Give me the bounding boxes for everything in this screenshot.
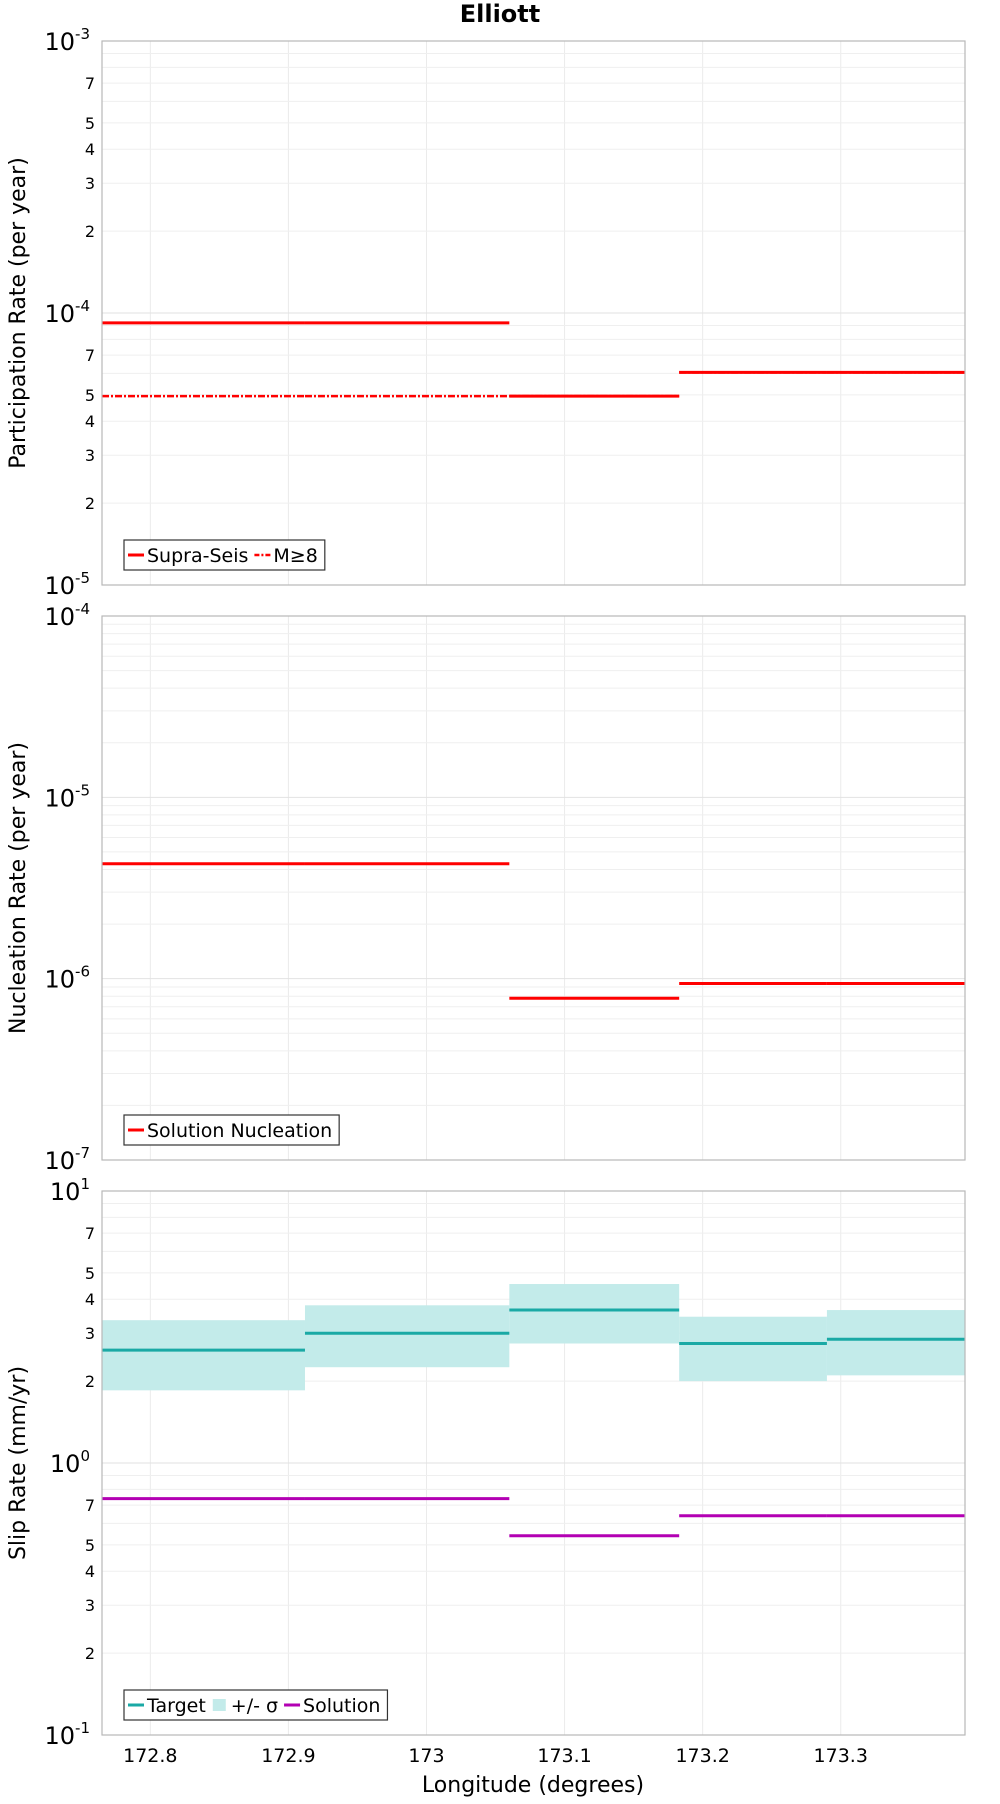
y-tick-exponent: 0: [80, 1447, 90, 1465]
y-tick-label-major: 10-4: [44, 297, 90, 328]
y-tick-label-major: 10-5: [44, 569, 90, 600]
y-tick-base: 10: [44, 1147, 75, 1175]
y-tick-label-major: 10-3: [44, 25, 90, 56]
y-tick-label-major: 10-5: [44, 781, 90, 812]
y-tick-label-minor: 5: [85, 1536, 95, 1555]
y-tick-exponent: -4: [75, 600, 90, 618]
x-tick-label: 172.8: [123, 1745, 177, 1767]
x-tick-label: 173.3: [814, 1745, 868, 1767]
y-tick-base: 10: [44, 1722, 75, 1750]
sigma-band-segment: [826, 1310, 965, 1376]
y-tick-label-minor: 7: [85, 346, 95, 365]
y-tick-label-minor: 7: [85, 1224, 95, 1243]
x-tick-label: 172.9: [261, 1745, 315, 1767]
y-tick-base: 10: [44, 572, 75, 600]
y-axis-label: Nucleation Rate (per year): [6, 742, 31, 1034]
plot-frame: [101, 40, 966, 586]
legend-swatch: [212, 1699, 226, 1711]
y-tick-label-minor: 2: [85, 1372, 95, 1391]
y-tick-label-minor: 3: [85, 446, 95, 465]
plot-frame: [101, 615, 966, 1161]
y-tick-label-minor: 4: [85, 1562, 95, 1581]
y-tick-label-minor: 5: [85, 386, 95, 405]
y-tick-base: 10: [44, 28, 75, 56]
legend-item-label: +/- σ: [231, 1695, 278, 1717]
y-tick-exponent: -5: [75, 569, 90, 587]
y-tick-base: 10: [44, 784, 75, 812]
y-tick-label-minor: 2: [85, 1644, 95, 1663]
y-tick-label-minor: 3: [85, 1324, 95, 1343]
x-tick-label: 173: [408, 1745, 444, 1767]
y-tick-label-minor: 4: [85, 412, 95, 431]
y-tick-label-minor: 2: [85, 494, 95, 513]
x-tick-label: 173.2: [675, 1745, 729, 1767]
y-axis-label: Slip Rate (mm/yr): [6, 1366, 31, 1560]
y-tick-label-major: 10-1: [44, 1719, 90, 1750]
y-tick-exponent: -3: [75, 25, 90, 43]
y-tick-label-minor: 3: [85, 174, 95, 193]
y-tick-exponent: -6: [75, 963, 90, 981]
y-tick-label-minor: 2: [85, 222, 95, 241]
legend-item-label: Solution Nucleation: [147, 1120, 332, 1142]
y-tick-label-minor: 7: [85, 1496, 95, 1515]
sigma-band-segment: [102, 1320, 305, 1391]
y-tick-label-minor: 7: [85, 74, 95, 93]
y-tick-label-minor: 3: [85, 1596, 95, 1615]
sigma-band-segment: [679, 1316, 827, 1382]
legend-item-label: Solution: [303, 1695, 380, 1717]
legend-item-label: Target: [146, 1695, 206, 1717]
x-tick-label: 173.1: [537, 1745, 591, 1767]
y-tick-base: 10: [44, 300, 75, 328]
legend-box: [123, 1114, 340, 1146]
x-axis-label: Longitude (degrees): [422, 1773, 644, 1798]
y-tick-base: 10: [50, 1178, 81, 1206]
y-tick-label-minor: 5: [85, 1264, 95, 1283]
y-tick-label-major: 10-7: [44, 1144, 90, 1175]
y-axis-label: Participation Rate (per year): [6, 157, 31, 469]
y-tick-label-minor: 4: [85, 1290, 95, 1309]
y-tick-label-major: 10-6: [44, 963, 90, 994]
y-tick-label-major: 101: [50, 1175, 90, 1206]
legend-item-label: Supra-Seis: [147, 545, 248, 567]
chart-title: Elliott: [460, 0, 541, 28]
sigma-band-segment: [509, 1284, 680, 1344]
y-tick-exponent: 1: [80, 1175, 90, 1193]
y-tick-base: 10: [50, 1450, 81, 1478]
y-tick-label-major: 100: [50, 1447, 90, 1478]
legend: Target +/- σ Solution: [123, 1689, 389, 1721]
legend: Solution Nucleation: [123, 1114, 340, 1146]
plot-area: [102, 616, 965, 1160]
legend-item-label: M≥8: [273, 545, 317, 567]
y-tick-exponent: -1: [75, 1719, 90, 1737]
sigma-band-segment: [304, 1305, 510, 1368]
y-tick-label-minor: 4: [85, 140, 95, 159]
y-tick-exponent: -5: [75, 781, 90, 799]
legend-box: [123, 1689, 389, 1721]
y-tick-base: 10: [44, 603, 75, 631]
y-tick-exponent: -7: [75, 1144, 90, 1162]
legend: Supra-Seis M≥8: [123, 539, 326, 571]
y-tick-label-minor: 5: [85, 114, 95, 133]
y-tick-label-major: 10-4: [44, 600, 90, 631]
y-tick-exponent: -4: [75, 297, 90, 315]
plot-frame: [101, 1190, 966, 1736]
y-tick-base: 10: [44, 966, 75, 994]
legend-box: [123, 539, 326, 571]
